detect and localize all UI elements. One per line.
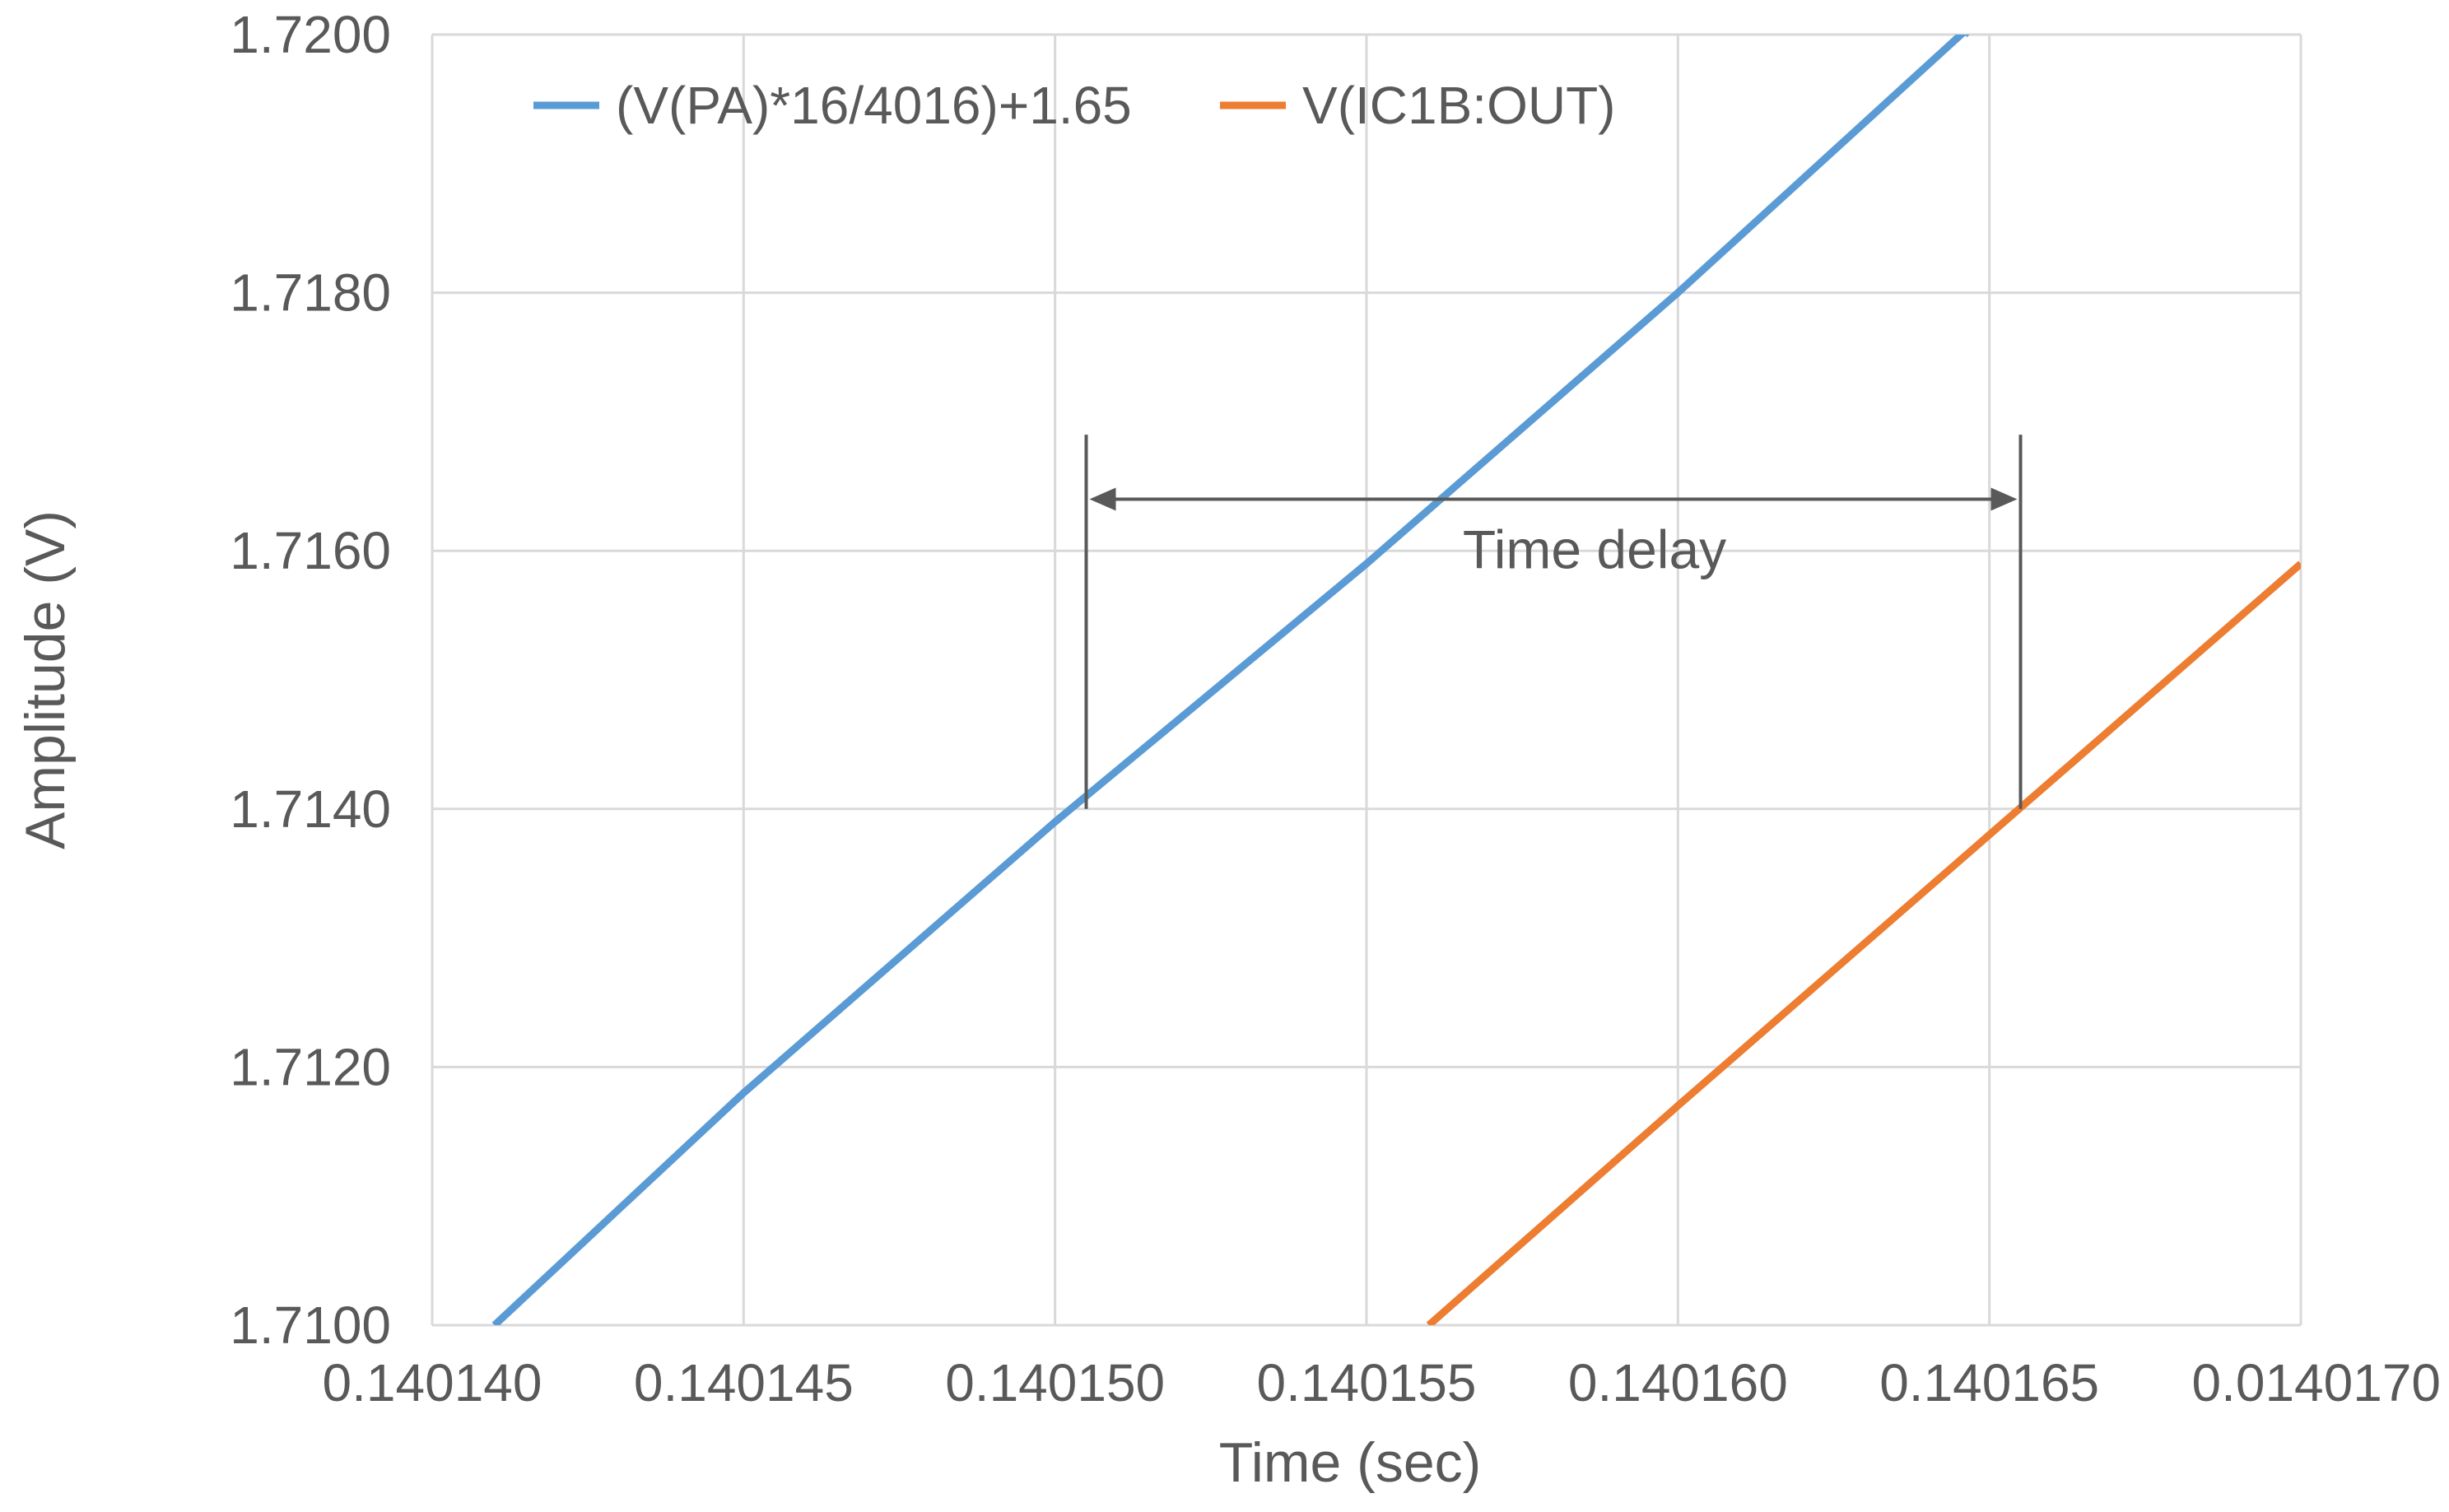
legend: (V(PA)*16/4016)+1.65 V(IC1B:OUT) xyxy=(533,76,1615,135)
legend-label-series-1: (V(PA)*16/4016)+1.65 xyxy=(616,76,1132,135)
y-tick-label-5: 1.7200 xyxy=(230,5,391,64)
y-axis-title: Amplitude (V) xyxy=(14,510,77,849)
time-delay-label: Time delay xyxy=(1463,519,1726,579)
x-axis-title: Time (sec) xyxy=(1219,1431,1482,1494)
y-tick-label-4: 1.7180 xyxy=(230,263,391,323)
x-tick-label-4: 0.140160 xyxy=(1568,1353,1788,1412)
x-tick-label-0: 0.140140 xyxy=(323,1353,542,1412)
series-line-1 xyxy=(491,35,1970,1325)
y-tick-label-1: 1.7120 xyxy=(230,1037,391,1096)
x-tick-label-3: 0.140155 xyxy=(1257,1353,1477,1412)
legend-label-series-2: V(IC1B:OUT) xyxy=(1302,76,1615,135)
annotation-layer: Time delay xyxy=(1084,435,2023,809)
series-layer xyxy=(491,35,2301,1325)
ticks-layer: 1.7100 1.7120 1.7140 1.7160 1.7180 1.7200 0.14… xyxy=(230,5,2441,1412)
y-tick-label-3: 1.7160 xyxy=(230,521,391,580)
series-line-2 xyxy=(1426,561,2301,1325)
grid-layer xyxy=(431,33,2302,1327)
x-tick-label-2: 0.140150 xyxy=(945,1353,1165,1412)
time-delay-arrowhead-right xyxy=(1990,487,2018,511)
y-tick-label-2: 1.7140 xyxy=(230,779,391,839)
y-tick-label-0: 1.7100 xyxy=(230,1296,391,1355)
x-tick-label-5: 0.140165 xyxy=(1879,1353,2099,1412)
x-tick-label-1: 0.140145 xyxy=(634,1353,854,1412)
x-tick-label-6: 0.0140170 xyxy=(2191,1353,2441,1412)
time-delay-arrowhead-left xyxy=(1089,487,1116,511)
